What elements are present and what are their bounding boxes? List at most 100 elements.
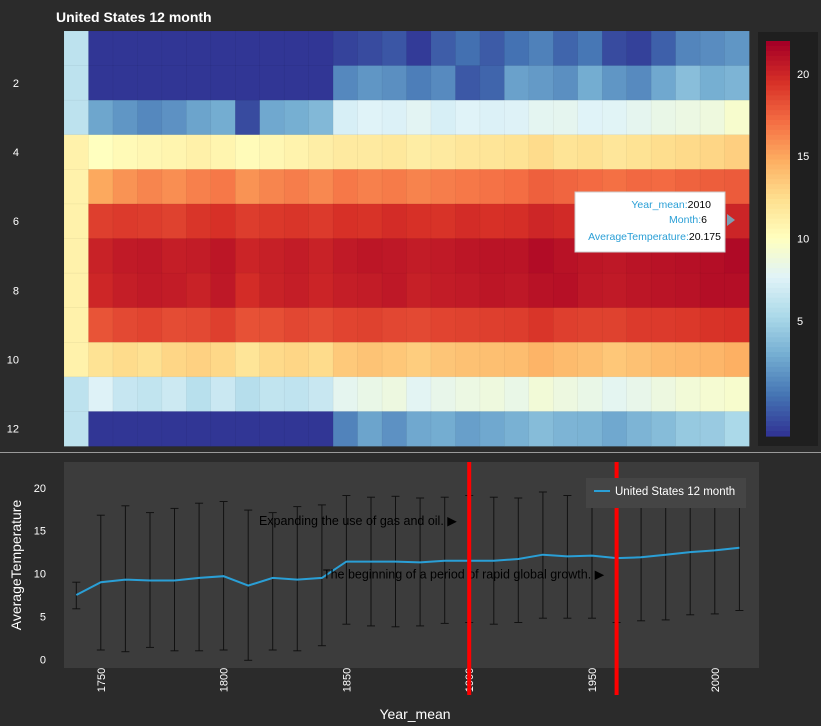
heatmap-cell (210, 134, 236, 170)
heatmap-cell (724, 134, 750, 170)
line-x-tick-label: 1800 (219, 668, 231, 692)
colorbar-segment (766, 203, 790, 210)
colorbar-tick-label: 20 (797, 69, 809, 81)
heatmap-cell (63, 238, 90, 274)
heatmap-cell (626, 65, 652, 101)
line-x-tick-label: 2000 (710, 668, 722, 692)
heatmap-cell (699, 99, 726, 136)
colorbar-segment (766, 357, 790, 363)
colorbar-segment (766, 307, 790, 314)
heatmap-cell (112, 342, 139, 378)
heatmap-cell (63, 411, 90, 447)
colorbar-segment (766, 421, 790, 427)
heatmap-y-tick-label: 6 (13, 216, 19, 228)
heatmap-cell (112, 203, 139, 240)
heatmap-cell (283, 65, 310, 101)
tooltip: Year_mean:2010 Month:6 AverageTemperatur… (574, 191, 735, 253)
heatmap-cell (137, 99, 163, 136)
heatmap-cell (88, 65, 114, 101)
heatmap-cell (88, 411, 114, 447)
heatmap-cell (308, 342, 334, 378)
colorbar-segment (766, 174, 790, 180)
heatmap-cell (528, 238, 554, 274)
heatmap-cell (357, 134, 383, 170)
heatmap-cell (675, 65, 701, 101)
heatmap-cell (283, 272, 310, 309)
heatmap-cell (553, 203, 579, 240)
colorbar-segment (766, 134, 790, 141)
heatmap-cell (210, 376, 236, 413)
heatmap-cell (186, 376, 212, 413)
heatmap-cell (406, 238, 432, 274)
heatmap-cell (699, 30, 726, 67)
heatmap-cell (88, 30, 114, 67)
legend-label: United States 12 month (615, 486, 735, 498)
heatmap-cell (186, 99, 212, 136)
heatmap-y-tick-label: 2 (13, 78, 19, 90)
heatmap-cell (455, 411, 481, 447)
colorbar-segment (766, 426, 790, 432)
heatmap-cell (553, 272, 579, 309)
heatmap-cell (479, 411, 506, 447)
colorbar-segment (766, 124, 790, 131)
heatmap-cell (381, 134, 408, 170)
colorbar-segment (766, 169, 790, 175)
heatmap-cell (381, 411, 408, 447)
heatmap-cell (479, 169, 506, 205)
heatmap-cell (601, 307, 628, 343)
heatmap-cell (455, 65, 481, 101)
heatmap-cell (332, 342, 359, 378)
heatmap-cell (186, 203, 212, 240)
heatmap-cell (577, 411, 603, 447)
heatmap-cell (430, 65, 457, 101)
line-y-tick-label: 10 (34, 569, 46, 581)
heatmap-cell (553, 99, 579, 136)
heatmap-cell (283, 376, 310, 413)
heatmap-cell (430, 342, 457, 378)
heatmap-cell (553, 134, 579, 170)
heatmap-cell (406, 376, 432, 413)
colorbar-segment (766, 292, 790, 299)
heatmap-cell (724, 272, 750, 309)
heatmap-cell (504, 169, 530, 205)
heatmap-cell (381, 169, 408, 205)
colorbar-segment (766, 50, 790, 57)
heatmap-cell (308, 411, 334, 447)
heatmap-cell (235, 203, 261, 240)
heatmap-cell (308, 203, 334, 240)
heatmap-cell (528, 307, 554, 343)
heatmap-cell (186, 342, 212, 378)
heatmap-cell (577, 134, 603, 170)
heatmap-cell (699, 342, 726, 378)
heatmap-cell (455, 30, 481, 67)
heatmap-cell (137, 203, 163, 240)
heatmap-cell (88, 99, 114, 136)
colorbar-segment (766, 208, 790, 215)
heatmap-cell (406, 307, 432, 343)
heatmap-cell (332, 307, 359, 343)
heatmap-cell (332, 238, 359, 274)
heatmap-cell (259, 342, 285, 378)
colorbar-segment (766, 282, 790, 289)
heatmap-cell (235, 376, 261, 413)
heatmap-y-tick-label: 12 (7, 424, 19, 436)
heatmap-cell (283, 203, 310, 240)
heatmap-cell (283, 307, 310, 343)
heatmap-cell (357, 272, 383, 309)
colorbar-segment (766, 115, 790, 121)
colorbar-segment (766, 391, 790, 398)
heatmap-cell (63, 203, 90, 240)
tooltip-key-month: Month: (669, 214, 701, 226)
heatmap-cell (210, 203, 236, 240)
heatmap-cell (699, 65, 726, 101)
heatmap-cell (112, 30, 139, 67)
colorbar-segment (766, 396, 790, 403)
colorbar: 20 15 10 5 (766, 41, 809, 437)
heatmap-cell (137, 376, 163, 413)
colorbar-segment (766, 164, 790, 170)
colorbar-segment (766, 263, 790, 269)
heatmap-cell (210, 238, 236, 274)
heatmap-cell (406, 203, 432, 240)
heatmap-cell (650, 342, 677, 378)
